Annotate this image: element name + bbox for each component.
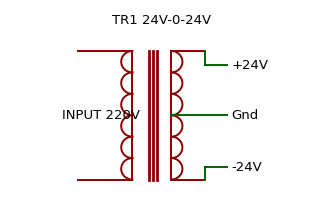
- Text: -24V: -24V: [231, 161, 262, 174]
- Text: INPUT 220V: INPUT 220V: [62, 109, 140, 122]
- Text: +24V: +24V: [231, 59, 268, 72]
- Text: Gnd: Gnd: [231, 109, 259, 122]
- Text: TR1 24V-0-24V: TR1 24V-0-24V: [112, 14, 212, 27]
